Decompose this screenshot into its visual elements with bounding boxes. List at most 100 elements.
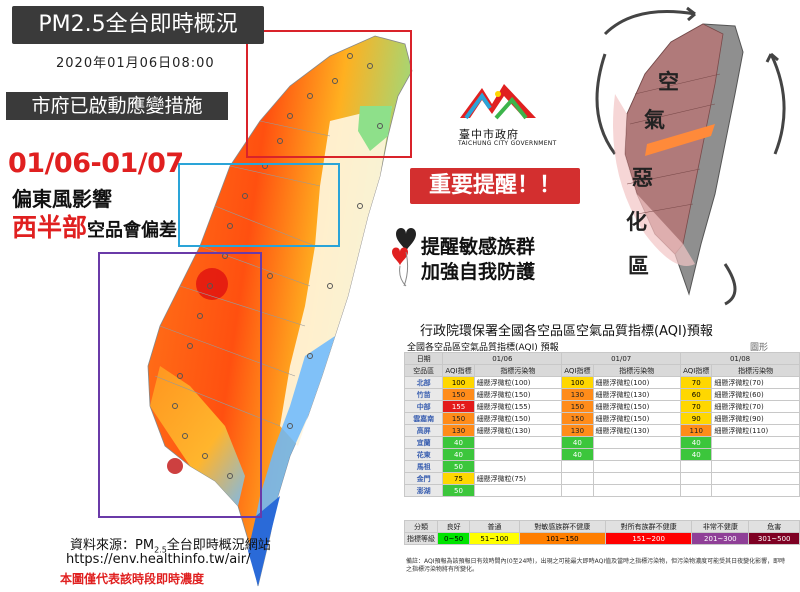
aqi-value-cell: 75 — [442, 472, 475, 485]
aqi-forecast-table: 日期 01/06 01/07 01/08 空品區 AQI指標 指標污染物 AQI指標 指標污染物… — [403, 352, 800, 497]
aqi-date-row: 日期 01/06 01/07 01/08 — [403, 352, 800, 365]
aqi-graph-link[interactable]: 圖形 — [750, 343, 769, 353]
pollutant-cell: 細懸浮微粒(130) — [473, 424, 563, 437]
pollutant-cell — [711, 436, 800, 449]
pollutant-cell: 細懸浮微粒(60) — [711, 388, 800, 401]
source-subscript: 2.5 — [154, 545, 167, 555]
pollutant-cell — [473, 436, 563, 449]
region-cell: 宜蘭 — [403, 436, 444, 449]
aqi-header: AQI指標 — [561, 364, 594, 377]
aqi-header-row: 空品區 AQI指標 指標污染物 AQI指標 指標污染物 AQI指標 指標污染物 — [403, 364, 800, 377]
logo-name: 臺中市政府 — [459, 128, 519, 141]
scale-category-cell: 危害 — [748, 520, 800, 533]
aqi-value-cell: 90 — [680, 412, 713, 425]
pollutant-cell — [473, 448, 563, 461]
region-cell: 澎湖 — [403, 484, 444, 497]
pollutant-cell: 細懸浮微粒(130) — [592, 424, 682, 437]
aqi-value-cell: 130 — [561, 388, 594, 401]
pollutant-cell: 細懸浮微粒(150) — [592, 400, 682, 413]
datetime-label: 2020年01月06日08:00 — [56, 56, 215, 71]
aqi-value-cell: 40 — [680, 436, 713, 449]
pollutant-cell: 細懸浮微粒(100) — [592, 376, 682, 389]
aqi-forecast-subtitle: 全國各空品區空氣品質指標(AQI) 預報 — [407, 343, 559, 353]
aqi-value-cell: 110 — [680, 424, 713, 437]
aqi-value-cell — [561, 484, 594, 497]
inset-char-3: 惡 — [632, 166, 653, 190]
important-reminder-banner: 重要提醒！！ — [410, 168, 580, 204]
aqi-value-cell — [561, 460, 594, 473]
warning-period: 01/06-01/07 — [8, 148, 184, 179]
scale-category-row: 分類 良好 普通 對敏感族群不健康 對所有族群不健康 非常不健康 危害 — [404, 520, 800, 533]
west-part-label: 西半部 — [12, 213, 88, 242]
aqi-forecast-title: 行政院環保署全國各空品區空氣品質指標(AQI)預報 — [420, 324, 713, 339]
aqi-value-cell: 40 — [561, 436, 594, 449]
aqi-value-cell: 40 — [680, 448, 713, 461]
table-row: 雲嘉南 150 細懸浮微粒(150) 150 細懸浮微粒(150) 90 細懸浮微粒(90) — [403, 412, 800, 425]
pollutant-cell: 細懸浮微粒(70) — [711, 400, 800, 413]
aqi-value-cell: 50 — [442, 460, 475, 473]
taichung-logo-icon — [460, 84, 536, 120]
central-region-frame — [178, 163, 340, 247]
date-header: 日期 — [403, 352, 444, 365]
scale-range-cell: 301~500 — [748, 532, 800, 545]
scale-range-cell: 101~150 — [518, 532, 606, 545]
table-row: 北部 100 細懸浮微粒(100) 100 細懸浮微粒(100) 70 細懸浮微粒(70) — [403, 376, 800, 389]
table-row: 中部 155 細懸浮微粒(155) 150 細懸浮微粒(150) 70 細懸浮微粒(70) — [403, 400, 800, 413]
aqi-value-cell: 150 — [561, 412, 594, 425]
pollutant-cell — [473, 484, 563, 497]
aqi-value-cell: 150 — [561, 400, 594, 413]
scale-category-cell: 良好 — [436, 520, 471, 533]
table-row: 馬祖 50 — [403, 460, 800, 473]
map-disclaimer: 本圖僅代表該時段即時濃度 — [60, 572, 205, 586]
pollutant-cell: 細懸浮微粒(100) — [473, 376, 563, 389]
pollutant-cell — [711, 484, 800, 497]
inset-char-5: 區 — [628, 254, 649, 278]
pollutant-cell: 細懸浮微粒(155) — [473, 400, 563, 413]
aqi-value-cell: 130 — [561, 424, 594, 437]
aqi-value-cell: 50 — [442, 484, 475, 497]
pollutant-cell — [473, 460, 563, 473]
aqi-value-cell: 150 — [442, 388, 475, 401]
pollutant-cell — [711, 472, 800, 485]
aqi-value-cell: 60 — [680, 388, 713, 401]
pollutant-header: 指標污染物 — [592, 364, 682, 377]
table-row: 竹苗 150 細懸浮微粒(150) 130 細懸浮微粒(130) 60 細懸浮微粒(60) — [403, 388, 800, 401]
scale-category-cell: 對敏感族群不健康 — [518, 520, 606, 533]
aqi-value-cell: 100 — [442, 376, 475, 389]
pollutant-cell: 細懸浮微粒(130) — [592, 388, 682, 401]
table-row: 宜蘭 40 40 40 — [403, 436, 800, 449]
date-cell: 01/07 — [561, 352, 682, 365]
date-cell: 01/06 — [442, 352, 563, 365]
aqi-value-cell: 130 — [442, 424, 475, 437]
source-url[interactable]: https://env.healthinfo.tw/air/ — [66, 552, 251, 567]
pollutant-cell — [592, 484, 682, 497]
page-title: PM2.5全台即時概況 — [12, 6, 264, 44]
pollutant-cell — [592, 448, 682, 461]
pollutant-cell: 細懸浮微粒(75) — [473, 472, 563, 485]
aqi-value-cell: 155 — [442, 400, 475, 413]
pollutant-cell: 細懸浮微粒(110) — [711, 424, 800, 437]
north-region-frame — [246, 30, 412, 158]
aqi-value-cell — [680, 472, 713, 485]
inset-char-1: 空 — [658, 70, 679, 94]
region-cell: 高屏 — [403, 424, 444, 437]
source-suffix: 全台即時概況網站 — [166, 538, 271, 553]
region-cell: 雲嘉南 — [403, 412, 444, 425]
pollutant-header: 指標污染物 — [473, 364, 563, 377]
aqi-value-cell: 40 — [442, 448, 475, 461]
scale-range-cell: 201~300 — [691, 532, 750, 545]
table-row: 花東 40 40 40 — [403, 448, 800, 461]
scale-range-cell: 0~50 — [436, 532, 471, 545]
aqi-header: AQI指標 — [442, 364, 475, 377]
logo-english: TAICHUNG CITY GOVERNMENT — [458, 140, 557, 147]
pollutant-cell: 細懸浮微粒(70) — [711, 376, 800, 389]
aqi-header: AQI指標 — [680, 364, 713, 377]
pollutant-cell: 細懸浮微粒(150) — [473, 388, 563, 401]
scale-category-cell: 普通 — [469, 520, 520, 533]
scale-range-cell: 指標等級 — [404, 532, 438, 545]
scale-category-cell: 分類 — [404, 520, 438, 533]
hearts-icon — [392, 228, 416, 287]
scale-range-row: 指標等級 0~50 51~100 101~150 151~200 201~300 301~5… — [404, 532, 800, 545]
inset-char-4: 化 — [626, 210, 647, 234]
region-cell: 馬祖 — [403, 460, 444, 473]
